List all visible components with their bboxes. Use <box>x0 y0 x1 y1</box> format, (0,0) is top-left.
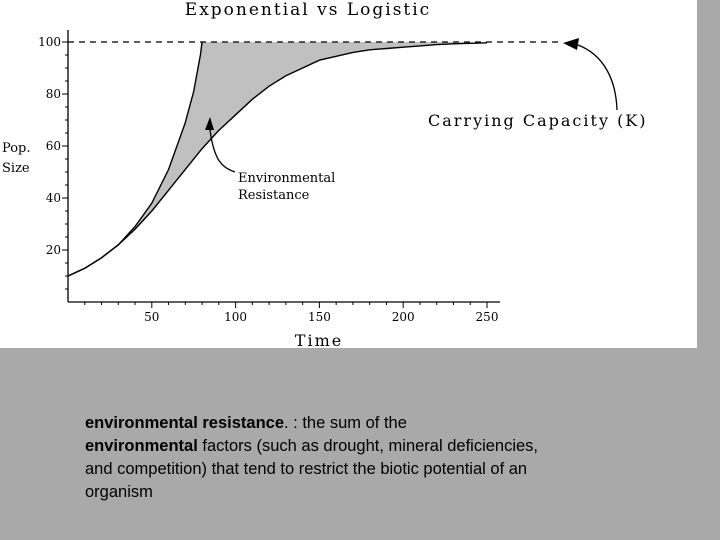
chart-title: Exponential vs Logistic <box>185 0 431 20</box>
y-tick-label: 40 <box>46 191 61 205</box>
caption-term-bold-2: environmental <box>85 437 198 455</box>
caption-text-2: factors (such as drought, mineral defici… <box>197 437 539 455</box>
environmental-resistance-label-line2: Resistance <box>238 188 310 203</box>
caption-text-4: organism <box>85 483 153 501</box>
chart-axes: 50 100 150 200 250 20 40 60 80 100 <box>38 30 500 324</box>
x-axis-label: Time <box>295 331 343 348</box>
k-pointer-line <box>577 44 618 111</box>
k-arrowhead <box>563 38 579 50</box>
series-layer <box>67 41 488 277</box>
y-tick-label: 80 <box>46 87 61 101</box>
caption-text-3: and competition) that tend to restrict t… <box>85 460 528 478</box>
x-tick-label: 150 <box>308 310 331 324</box>
environmental-resistance-region <box>118 42 471 245</box>
chart-svg: 50 100 150 200 250 20 40 60 80 100 Exponential vs… <box>2 0 648 348</box>
definition-caption: environmental resistance. : the sum of t… <box>85 412 685 504</box>
environmental-resistance-label-line1: Environmental <box>238 171 335 186</box>
logistic-curve <box>67 42 488 277</box>
x-tick-label: 250 <box>476 310 499 324</box>
y-axis-label-line2: Size <box>2 161 30 176</box>
chart-panel: 50 100 150 200 250 20 40 60 80 100 Exponential vs… <box>0 0 697 348</box>
y-tick-label: 60 <box>46 139 61 153</box>
carrying-capacity-label: Carrying Capacity (K) <box>428 111 648 130</box>
x-tick-label: 50 <box>144 310 159 324</box>
env-resistance-arrowhead <box>205 117 214 130</box>
y-tick-label: 100 <box>38 35 61 49</box>
x-tick-label: 100 <box>224 310 247 324</box>
x-tick-label: 200 <box>392 310 415 324</box>
caption-term-bold: environmental resistance <box>85 414 284 432</box>
y-axis-label-line1: Pop. <box>2 141 31 156</box>
y-tick-label: 20 <box>46 243 61 257</box>
env-resistance-pointer-line <box>209 129 236 173</box>
caption-text: . : the sum of the <box>284 414 407 432</box>
